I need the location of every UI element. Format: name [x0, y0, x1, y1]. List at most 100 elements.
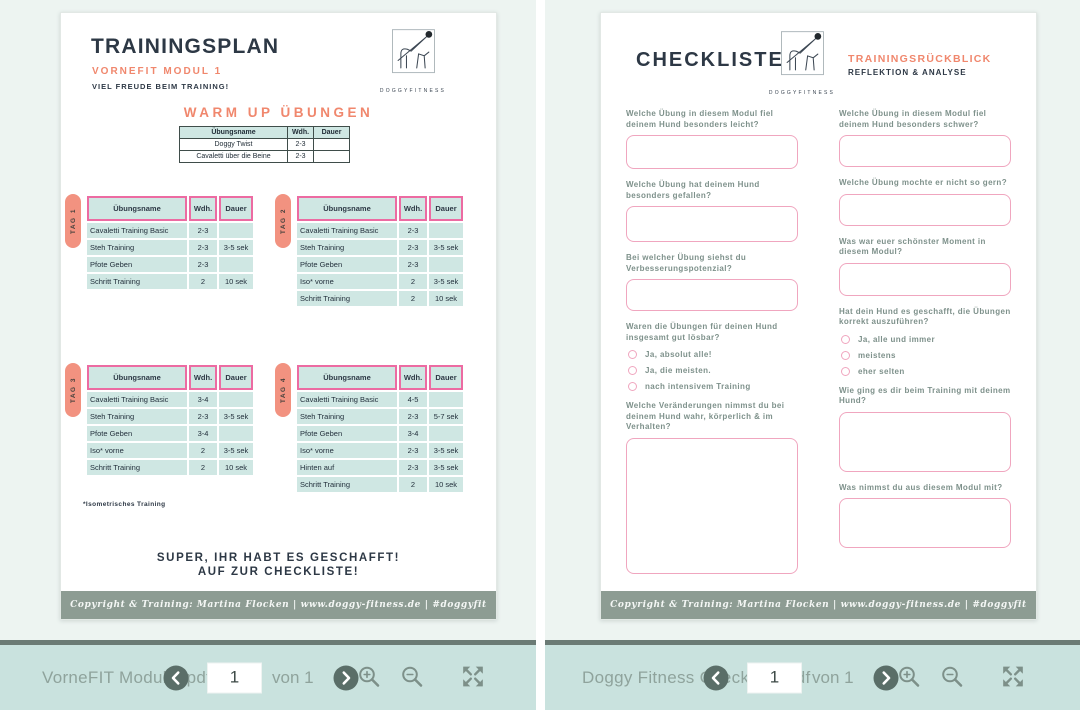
- page-number-input[interactable]: [207, 662, 262, 693]
- next-page-button[interactable]: [333, 665, 359, 691]
- radio-circle-icon: [841, 350, 850, 360]
- exercise-table: Übungsname Wdh. Dauer Cavaletti Training Ba…: [295, 363, 465, 494]
- table-row: Steh Training 2-3 5-7 sek: [297, 409, 463, 424]
- question-text: Was nimmst du aus diesem Modul mit?: [839, 482, 1003, 492]
- radio-group: Ja, absolut alle! Ja, die meisten. nach in…: [628, 350, 798, 391]
- copyright-text: Copyright & Training: Martina Flocken | …: [610, 600, 1027, 610]
- dog-logo-icon: [781, 31, 824, 76]
- table-cell: 2: [189, 460, 217, 475]
- fullscreen-expand-icon: [1003, 666, 1023, 686]
- fullscreen-button[interactable]: [461, 664, 485, 691]
- pdf-viewer-left: TRAININGSPLAN VORNEFIT MODUL 1 VIEL FREU…: [0, 0, 540, 710]
- table-row: Iso* vorne 2 3-5 sek: [87, 443, 253, 458]
- column-header: Wdh.: [189, 196, 217, 221]
- table-cell: 2-3: [189, 240, 217, 255]
- question-text: Welche Übung hat deinem Hund besonders g…: [626, 180, 760, 200]
- question-column: Welche Übung in diesem Modul fiel deinem…: [626, 109, 798, 585]
- page-tagline: VIEL FREUDE BEIM TRAINING!: [92, 82, 230, 91]
- table-cell: 3-5 sek: [219, 443, 253, 458]
- zoom-out-icon: [402, 666, 423, 687]
- day-section: TAG 2 Übungsname Wdh. Dauer Cavaletti Traini…: [275, 194, 465, 308]
- fullscreen-button[interactable]: [1001, 664, 1025, 691]
- table-cell: 3-4: [189, 392, 217, 407]
- pdf-toolbar-left: VorneFIT Modul 1.pdf von 1: [0, 645, 540, 710]
- zoom-out-icon: [942, 666, 963, 687]
- table-cell: Pfote Geben: [297, 257, 397, 272]
- table-row: Pfote Geben 2-3: [87, 257, 253, 272]
- next-page-button[interactable]: [873, 665, 899, 691]
- column-header: Dauer: [313, 126, 350, 139]
- table-cell: [219, 223, 253, 238]
- radio-option-label: eher selten: [858, 366, 905, 376]
- table-cell: 3-4: [399, 426, 427, 441]
- page-number-input[interactable]: [747, 662, 802, 693]
- radio-option: Ja, absolut alle!: [628, 350, 798, 359]
- review-heading: TRAININGSRÜCKBLICK: [848, 53, 992, 65]
- previous-page-button[interactable]: [703, 665, 729, 691]
- table-cell: 2-3: [189, 223, 217, 238]
- trainingsplan-page: TRAININGSPLAN VORNEFIT MODUL 1 VIEL FREU…: [60, 12, 497, 620]
- table-cell: Iso* vorne: [297, 443, 397, 458]
- table-cell: Doggy Twist: [179, 138, 288, 151]
- table-cell: [219, 257, 253, 272]
- day-label-pill: TAG 4: [275, 363, 291, 417]
- chevron-right-icon: [333, 665, 359, 690]
- answer-box: [626, 437, 798, 574]
- warmup-table: Übungsname Wdh. Dauer Doggy Twist 2-3 Cavale…: [179, 126, 350, 163]
- day-label: TAG 1: [69, 207, 77, 235]
- zoom-in-button[interactable]: [897, 664, 921, 691]
- radio-circle-icon: [628, 350, 637, 359]
- day-section: TAG 3 Übungsname Wdh. Dauer Cavaletti Traini…: [65, 363, 255, 477]
- table-row: Iso* vorne 2 3-5 sek: [297, 274, 463, 289]
- table-cell: 3-5 sek: [219, 240, 253, 255]
- table-cell: Steh Training: [297, 240, 397, 255]
- zoom-out-button[interactable]: [940, 664, 964, 691]
- logo-wordmark: DOGGYFITNESS: [379, 88, 447, 94]
- radio-option-label: Ja, alle und immer: [858, 334, 936, 344]
- chevron-right-icon: [873, 665, 899, 690]
- table-cell: 3-5 sek: [429, 460, 463, 475]
- zoom-out-button[interactable]: [400, 664, 424, 691]
- table-cell: Schritt Training: [87, 274, 187, 289]
- column-header: Wdh.: [189, 365, 217, 390]
- radio-circle-icon: [841, 334, 850, 344]
- page-count-label: von 1: [812, 667, 854, 687]
- header-row: Übungsname Wdh. Dauer: [297, 365, 463, 390]
- chevron-left-icon: [703, 665, 729, 690]
- answer-box: [626, 206, 798, 242]
- table-cell: 2: [399, 274, 427, 289]
- table-cell: [429, 257, 463, 272]
- zoom-in-icon: [899, 666, 920, 687]
- doggy-fitness-logo: DOGGYFITNESS: [377, 25, 449, 94]
- table-cell: 5-7 sek: [429, 409, 463, 424]
- table-cell: [219, 392, 253, 407]
- day-section: TAG 4 Übungsname Wdh. Dauer Cavaletti Traini…: [275, 363, 465, 494]
- answer-box: [839, 498, 1011, 548]
- table-cell: 3-5 sek: [429, 443, 463, 458]
- radio-option-label: Ja, die meisten.: [645, 366, 711, 375]
- table-cell: 3-5 sek: [429, 274, 463, 289]
- question-text: Hat dein Hund es geschafft, die Übungen …: [839, 306, 1011, 327]
- previous-page-button[interactable]: [163, 665, 189, 691]
- question-text: Welche Übung in diesem Modul fiel deinem…: [626, 109, 774, 129]
- table-cell: Schritt Training: [297, 291, 397, 306]
- table-cell: 2: [189, 443, 217, 458]
- table-row: Iso* vorne 2-3 3-5 sek: [297, 443, 463, 458]
- column-header: Übungsname: [87, 196, 187, 221]
- zoom-in-icon: [359, 666, 380, 687]
- table-cell: 2-3: [399, 257, 427, 272]
- table-cell: 2-3: [399, 223, 427, 238]
- table-row: Cavaletti über die Beine 2-3: [179, 150, 350, 163]
- radio-circle-icon: [628, 366, 637, 375]
- answer-box: [839, 135, 1011, 167]
- table-row: Steh Training 2-3 3-5 sek: [87, 240, 253, 255]
- day-label-pill: TAG 1: [65, 194, 81, 248]
- table-row: Cavaletti Training Basic 2-3: [297, 223, 463, 238]
- zoom-in-button[interactable]: [357, 664, 381, 691]
- table-cell: [429, 392, 463, 407]
- viewer-divider: [536, 0, 545, 710]
- question-text: Wie ging es dir beim Training mit deinem…: [839, 385, 1011, 406]
- radio-option: Ja, die meisten.: [628, 366, 798, 375]
- header-row: Übungsname Wdh. Dauer: [87, 365, 253, 390]
- page-subtitle: VORNEFIT MODUL 1: [92, 66, 223, 77]
